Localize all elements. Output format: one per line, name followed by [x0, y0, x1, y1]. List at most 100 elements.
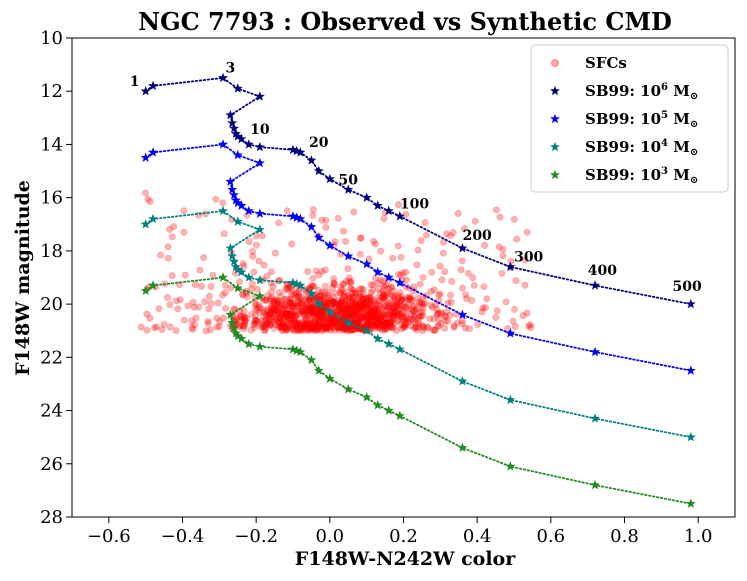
sfc-point	[415, 312, 423, 320]
sfc-point	[328, 319, 336, 327]
sfc-point	[307, 320, 315, 328]
sfc-point	[392, 302, 400, 310]
sfc-point	[280, 301, 288, 309]
sfc-point	[276, 323, 284, 331]
sfc-point	[388, 324, 396, 332]
sfc-point	[288, 301, 296, 309]
sfc-point	[325, 320, 333, 328]
sfc-point	[351, 301, 359, 309]
track-star-marker	[505, 328, 516, 338]
sfc-point	[364, 298, 372, 306]
sfc-point	[300, 312, 308, 320]
sfc-point	[358, 306, 366, 314]
sfc-point	[367, 304, 375, 312]
sfc-point	[282, 286, 290, 294]
sfc-point	[479, 304, 487, 312]
sfc-point	[390, 311, 398, 319]
sfc-point	[181, 271, 189, 279]
sfc-point	[314, 306, 322, 314]
sfc-point	[283, 326, 291, 334]
sfc-point	[267, 314, 275, 322]
sfc-point	[442, 317, 450, 325]
sfc-point	[364, 321, 372, 329]
sfc-point	[381, 320, 389, 328]
sfc-point	[348, 298, 356, 306]
sfc-point	[340, 304, 348, 312]
sfc-point	[450, 322, 458, 330]
sfc-point	[386, 302, 394, 310]
sfc-point	[320, 324, 328, 332]
sfc-point	[200, 254, 208, 262]
sfc-point	[285, 302, 293, 310]
sfc-point	[359, 318, 367, 326]
track-star-marker	[227, 117, 238, 128]
sfc-point	[288, 315, 296, 323]
sfc-point	[299, 326, 307, 334]
sfc-point	[388, 308, 396, 316]
sfc-point	[270, 311, 278, 319]
sfc-point	[344, 265, 352, 273]
sfc-point	[364, 318, 372, 326]
sfc-point	[409, 316, 417, 324]
sfc-point	[313, 321, 321, 329]
sfc-point	[252, 241, 260, 249]
sfc-point	[331, 326, 339, 334]
sfc-point	[371, 322, 379, 330]
sfc-point	[458, 320, 466, 328]
track-star-marker	[295, 147, 306, 157]
sfc-point	[448, 277, 456, 285]
sfc-point	[240, 307, 248, 315]
sfc-point	[395, 301, 403, 309]
sfc-point	[263, 319, 271, 327]
age-label: 400	[588, 263, 617, 279]
sfc-point	[350, 311, 358, 319]
sfc-point	[344, 301, 352, 309]
sfc-point	[394, 292, 402, 300]
sfc-point	[158, 325, 166, 333]
sfc-point	[371, 307, 379, 315]
sfc-point	[416, 308, 424, 316]
sfc-point	[376, 319, 384, 327]
sfc-point	[313, 326, 321, 334]
track-star-marker	[457, 442, 468, 453]
sfc-point	[302, 316, 310, 324]
sfc-point	[277, 323, 285, 331]
sfc-point	[415, 323, 423, 331]
sfc-point	[151, 324, 159, 332]
sfc-point	[298, 307, 306, 315]
sfc-point	[307, 324, 315, 332]
sfc-point	[364, 302, 372, 310]
sfc-point	[275, 323, 283, 331]
sfc-point	[384, 311, 392, 319]
sfc-point	[383, 290, 391, 298]
sfc-point	[347, 277, 355, 285]
sfc-point	[353, 306, 361, 314]
sfc-point	[343, 305, 351, 313]
sfc-point	[513, 235, 521, 243]
sfc-point	[348, 304, 356, 312]
sfc-point	[274, 314, 282, 322]
sfc-point	[267, 304, 275, 312]
sfc-point	[468, 296, 476, 304]
sfc-point	[166, 225, 174, 233]
sfc-point	[297, 320, 305, 328]
sfc-point	[395, 305, 403, 313]
sfc-point	[321, 288, 329, 296]
sfc-point	[331, 289, 339, 297]
sfc-point	[176, 296, 184, 304]
sfc-point	[344, 310, 352, 318]
sfc-point	[320, 319, 328, 327]
sfc-point	[302, 304, 310, 312]
sfc-point	[302, 315, 310, 323]
sfc-point	[356, 300, 364, 308]
sfc-point	[320, 324, 328, 332]
sfc-point	[316, 319, 324, 327]
sfc-point	[352, 299, 360, 307]
sfc-point	[372, 300, 380, 308]
sfc-point	[288, 304, 296, 312]
sfc-point	[401, 303, 409, 311]
sfc-point	[367, 314, 375, 322]
sfc-point	[387, 322, 395, 330]
sfc-point	[347, 285, 355, 293]
sfc-point	[288, 312, 296, 320]
